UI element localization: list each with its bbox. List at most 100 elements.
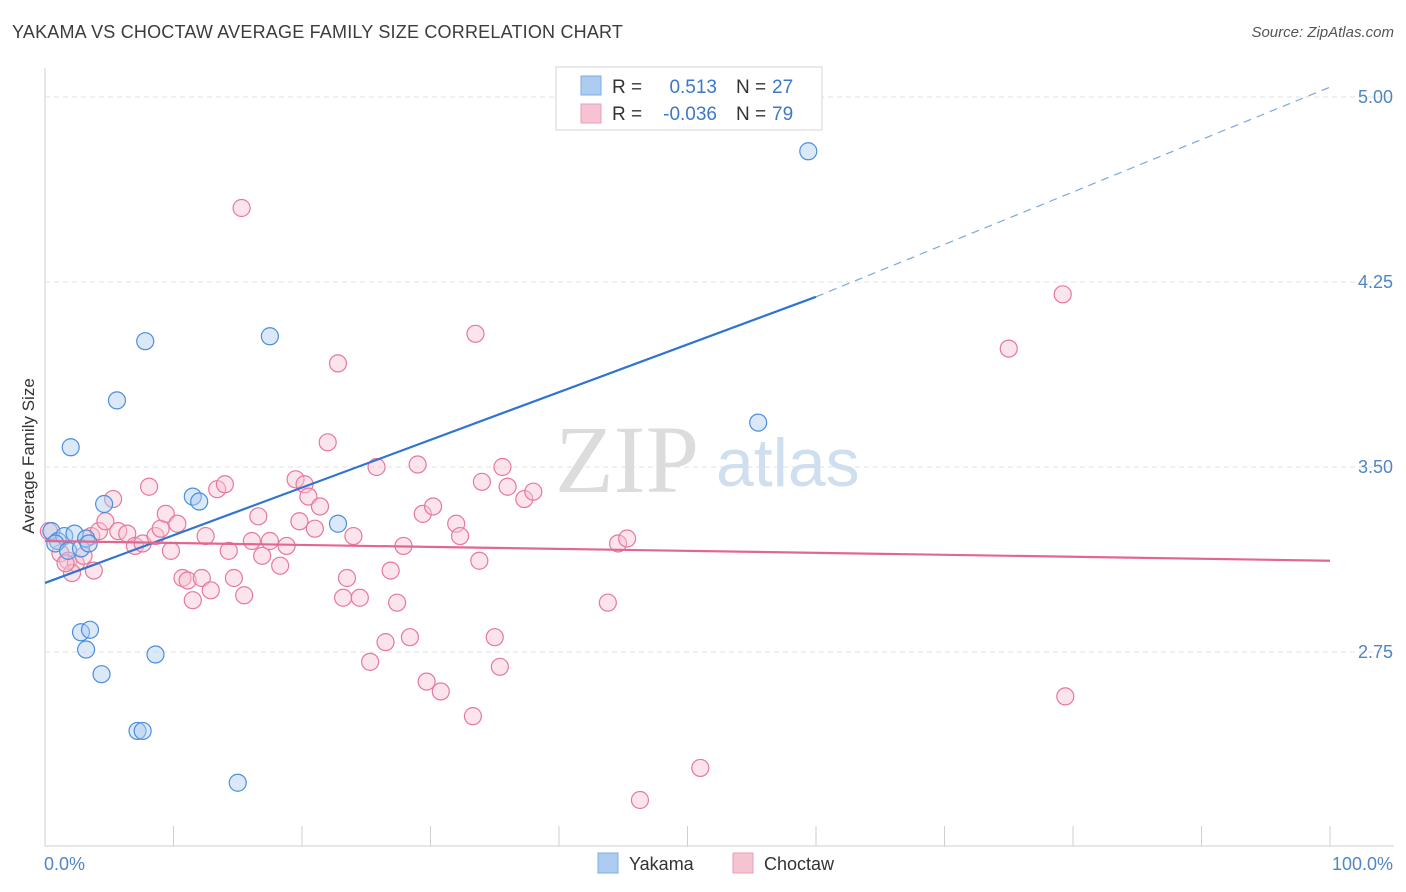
choctaw-point: [260, 531, 279, 551]
choctaw-point: [253, 546, 272, 565]
choctaw-point: [381, 561, 400, 580]
choctaw-point: [999, 339, 1018, 358]
yakama-point: [95, 494, 114, 514]
choctaw-point: [598, 593, 617, 612]
correlation-legend: R = 0.513 N = 27 R = -0.036 N = 79: [555, 66, 823, 131]
choctaw-point: [277, 536, 296, 556]
watermark: ZIP atlas: [555, 406, 860, 513]
choctaw-point: [299, 487, 318, 506]
choctaw-point: [417, 672, 436, 691]
yakama-point: [107, 391, 127, 410]
choctaw-point: [310, 497, 330, 516]
choctaw-point: [400, 628, 420, 647]
grid-lines: [45, 96, 1394, 653]
choctaw-point: [334, 588, 353, 607]
choctaw-point: [450, 526, 470, 546]
legend-r-label-choctaw: R =: [612, 104, 642, 125]
choctaw-point: [387, 593, 407, 612]
yakama-point: [228, 773, 247, 792]
watermark-zip: ZIP: [555, 406, 699, 513]
legend-r-value-choctaw: -0.036: [663, 104, 717, 125]
choctaw-point: [290, 512, 309, 531]
choctaw-point: [524, 482, 543, 501]
yakama-point: [92, 665, 111, 684]
yakama-point: [80, 620, 100, 639]
choctaw-point: [242, 531, 261, 551]
yakama-point: [260, 327, 279, 346]
trend-lines: [44, 86, 1331, 584]
legend-n-label-yakama: N =: [736, 77, 766, 98]
choctaw-point: [1056, 687, 1075, 706]
choctaw-point: [463, 707, 483, 726]
choctaw-point: [470, 551, 489, 570]
choctaw-point: [466, 324, 485, 343]
choctaw-point: [431, 682, 450, 701]
choctaw-point: [630, 790, 650, 810]
yakama-point: [77, 640, 96, 659]
yakama-point: [136, 332, 155, 351]
choctaw-point: [618, 529, 637, 548]
legend-swatch-choctaw: [580, 103, 602, 124]
yakama-point: [749, 413, 768, 432]
yakama-trend-line: [44, 295, 817, 584]
yakama-point: [61, 438, 80, 457]
choctaw-points: [39, 198, 1075, 810]
series-legend: Yakama Choctaw: [597, 852, 835, 874]
yakama-point: [79, 534, 98, 553]
y-tick-label: 2.75: [1358, 642, 1393, 662]
choctaw-point: [196, 526, 215, 546]
watermark-atlas: atlas: [716, 425, 860, 501]
choctaw-point: [408, 455, 427, 474]
choctaw-point: [178, 571, 197, 590]
choctaw-point: [215, 475, 234, 494]
choctaw-point: [192, 568, 211, 588]
choctaw-point: [361, 652, 380, 671]
chart-title: YAKAMA VS CHOCTAW AVERAGE FAMILY SIZE CO…: [12, 22, 624, 42]
choctaw-point: [328, 354, 348, 373]
choctaw-point: [413, 504, 432, 523]
bottom-legend-label-choctaw: Choctaw: [764, 854, 835, 874]
choctaw-point: [168, 514, 187, 533]
choctaw-point: [609, 534, 628, 553]
yakama-point: [190, 492, 209, 511]
legend-r-value-yakama: 0.513: [669, 77, 717, 98]
x-tick-label-max: 100.0%: [1332, 854, 1393, 874]
choctaw-point: [344, 526, 363, 546]
yakama-point: [133, 721, 152, 741]
source-label: Source: ZipAtlas.com: [1251, 24, 1394, 41]
y-tick-label: 4.25: [1358, 272, 1393, 292]
choctaw-point: [249, 507, 268, 526]
bottom-legend-swatch-yakama: [597, 852, 619, 874]
choctaw-point: [286, 470, 305, 489]
legend-swatch-yakama: [580, 75, 602, 96]
choctaw-point: [493, 457, 512, 477]
choctaw-point: [350, 588, 369, 607]
choctaw-point: [161, 541, 181, 560]
legend-r-label-yakama: R =: [612, 77, 642, 98]
y-tick-label: 5.00: [1358, 87, 1393, 107]
choctaw-point: [305, 519, 324, 538]
y-tick-labels: 2.75 3.50 4.25 5.00: [1358, 87, 1393, 662]
choctaw-point: [691, 758, 710, 778]
choctaw-point: [376, 633, 395, 652]
choctaw-point: [139, 477, 159, 496]
choctaw-point: [104, 489, 123, 509]
yakama-trend-extension: [815, 86, 1331, 298]
bottom-legend-label-yakama: Yakama: [629, 854, 695, 874]
choctaw-point: [219, 541, 238, 560]
legend-n-value-yakama: 27: [772, 77, 793, 98]
choctaw-point: [224, 568, 243, 588]
x-ticks: [44, 826, 1331, 846]
choctaw-point: [235, 586, 254, 605]
choctaw-point: [337, 568, 357, 588]
y-axis-label: Average Family Size: [19, 378, 38, 534]
yakama-point: [146, 645, 165, 664]
choctaw-point: [201, 581, 220, 600]
legend-n-value-choctaw: 79: [772, 104, 793, 125]
choctaw-point: [423, 497, 443, 516]
choctaw-point: [367, 457, 386, 477]
choctaw-point: [472, 472, 491, 491]
legend-n-label-choctaw: N =: [736, 104, 766, 125]
choctaw-point: [318, 433, 337, 452]
